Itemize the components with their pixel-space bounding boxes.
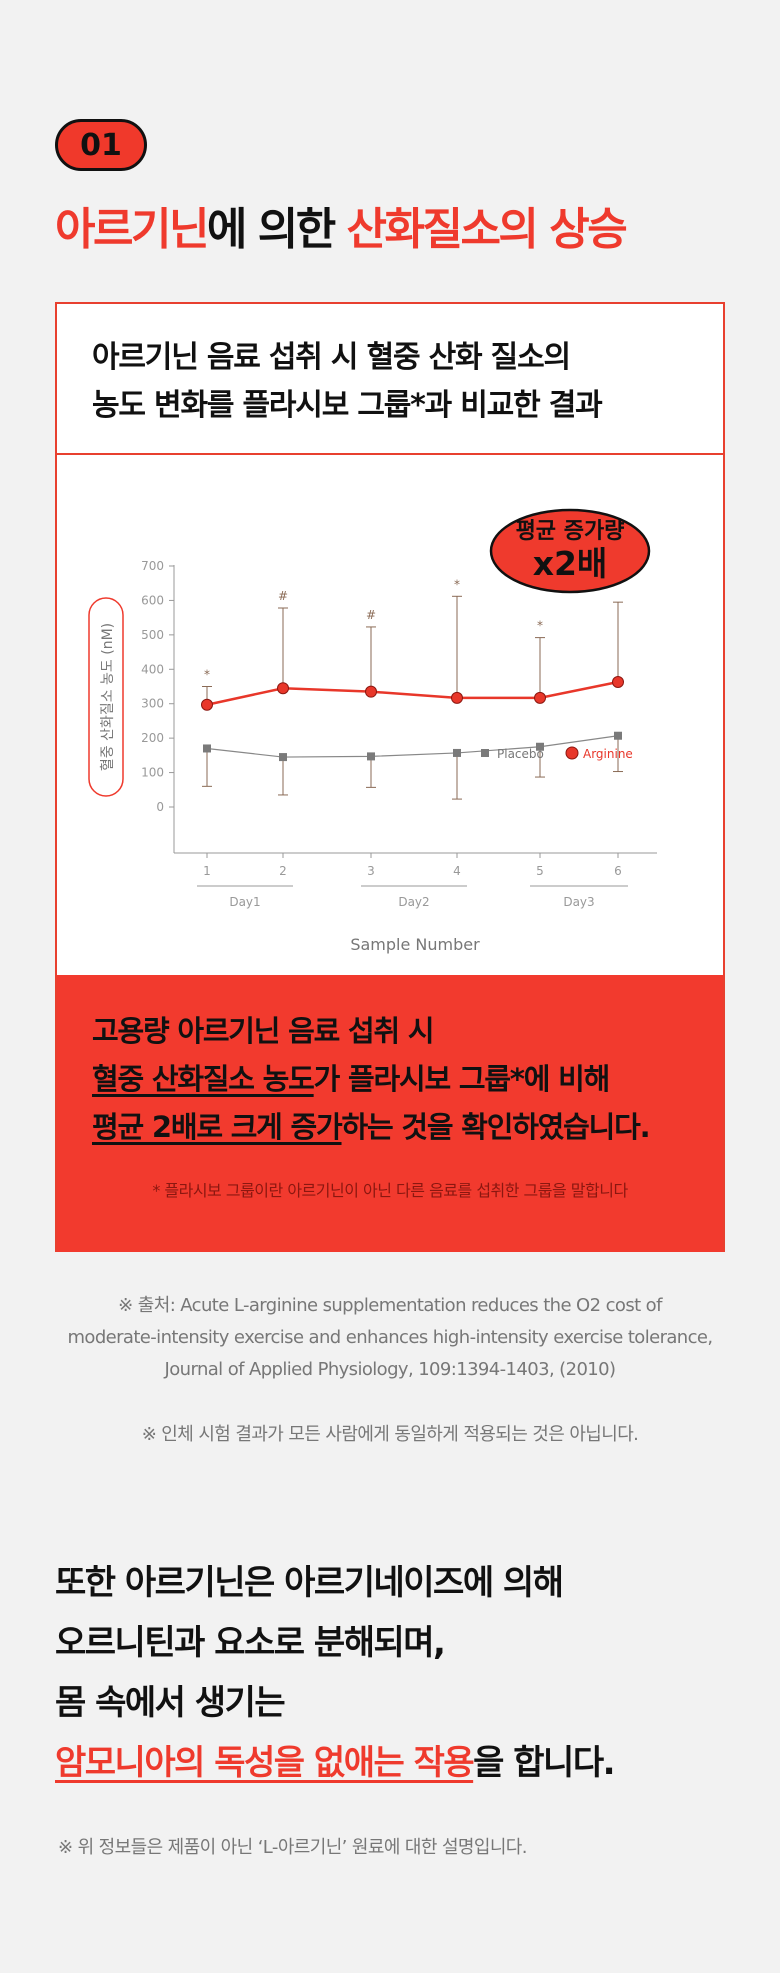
significance-marker: * [204, 668, 210, 682]
data-point-placebo [367, 752, 375, 761]
legend-marker-arginine [565, 746, 579, 760]
data-point-arginine [201, 698, 213, 711]
legend-label-arginine: Arginine [583, 747, 633, 761]
y-axis-label-pill [88, 597, 124, 797]
summary-line3: 평균 2배로 크게 증가하는 것을 확인하였습니다. [92, 1103, 723, 1151]
data-point-arginine [277, 682, 289, 695]
legend-label-placebo: Placebo [497, 747, 544, 761]
y-tick-label: 400 [141, 662, 164, 676]
day-group-label: Day2 [398, 895, 429, 909]
placebo-definition-note: * 플라시보 그룹이란 아르기닌이 아닌 다른 음료를 섭취한 그룹을 말합니다 [152, 1181, 628, 1200]
y-tick-label: 700 [141, 559, 164, 573]
body-line4: 암모니아의 독성을 없애는 작용을 합니다. [55, 1733, 616, 1793]
day-group-label: Day1 [229, 895, 260, 909]
body-line4-rest: 을 합니다. [473, 1743, 615, 1783]
source-line2: moderate-intensity exercise and enhances… [67, 1327, 713, 1348]
data-point-arginine [365, 685, 377, 698]
ingredient-footnote: ※ 위 정보들은 제품이 아닌 ‘L-아르기닌’ 원료에 대한 설명입니다. [58, 1837, 527, 1858]
data-point-arginine [451, 691, 463, 704]
title-highlight-no: 산화질소의 상승 [346, 204, 628, 255]
summary-line1: 고용량 아르기닌 음료 섭취 시 [92, 1014, 435, 1048]
summary-line2-rest: 가 플라시보 그룹*에 비해 [313, 1062, 611, 1096]
y-tick-label: 200 [141, 731, 164, 745]
y-axis-label: 혈중 산화질소 농도 (nM) [100, 623, 116, 771]
y-tick-label: 100 [141, 766, 164, 780]
series-line-arginine [206, 680, 619, 706]
source-citation: ※ 출처: Acute L-arginine supplementation r… [0, 1290, 780, 1386]
source-line1: ※ 출처: Acute L-arginine supplementation r… [118, 1295, 662, 1316]
x-tick-label: 2 [279, 864, 287, 878]
study-result-card: 아르기닌 음료 섭취 시 혈중 산화 질소의 농도 변화를 플라시보 그룹*과 … [55, 302, 725, 1252]
section-title: 아르기닌에 의한 산화질소의 상승 [55, 193, 628, 257]
title-connector: 에 의한 [206, 204, 347, 255]
significance-marker: * [537, 619, 543, 633]
day-group-label: Day3 [563, 895, 594, 909]
result-disclaimer: ※ 인체 시험 결과가 모든 사람에게 동일하게 적용되는 것은 아닙니다. [141, 1424, 639, 1445]
x-tick-label: 5 [536, 864, 544, 878]
data-point-placebo [614, 731, 622, 740]
y-tick-label: 0 [156, 800, 164, 814]
data-point-arginine [534, 691, 546, 704]
body-line1: 또한 아르기닌은 아르기네이즈에 의해 [55, 1563, 564, 1603]
source-line3: Journal of Applied Physiology, 109:1394-… [164, 1359, 617, 1380]
data-point-arginine [612, 676, 624, 689]
average-increase-callout [489, 508, 651, 594]
legend-marker-placebo [481, 749, 489, 757]
summary-line3-rest: 하는 것을 확인하였습니다. [341, 1110, 651, 1144]
y-tick-label: 600 [141, 593, 164, 607]
summary-line2: 혈중 산화질소 농도가 플라시보 그룹*에 비해 [92, 1055, 723, 1103]
data-point-placebo [279, 753, 287, 762]
card-heading: 아르기닌 음료 섭취 시 혈중 산화 질소의 농도 변화를 플라시보 그룹*과 … [57, 304, 723, 455]
summary-highlight-concentration: 혈중 산화질소 농도 [92, 1062, 315, 1096]
data-point-placebo [536, 742, 544, 751]
y-tick-label: 300 [141, 697, 164, 711]
x-tick-label: 1 [203, 864, 211, 878]
title-highlight-arginine: 아르기닌 [55, 204, 209, 255]
ammonia-explanation: 또한 아르기닌은 아르기네이즈에 의해 오르니틴과 요소로 분해되며, 몸 속에… [55, 1553, 616, 1793]
significance-marker: * [454, 577, 460, 591]
body-highlight-ammonia: 암모니아의 독성을 없애는 작용 [55, 1743, 475, 1783]
x-tick-label: 3 [367, 864, 375, 878]
body-line2: 오르니틴과 요소로 분해되며, [55, 1623, 446, 1663]
callout-label: 평균 증가량 [516, 519, 625, 544]
x-tick-label: 6 [614, 864, 622, 878]
summary-box: 고용량 아르기닌 음료 섭취 시 혈중 산화질소 농도가 플라시보 그룹*에 비… [57, 975, 723, 1252]
y-tick-label: 500 [141, 628, 164, 642]
series-line-placebo [206, 735, 619, 758]
card-heading-line2: 농도 변화를 플라시보 그룹*과 비교한 결과 [92, 388, 603, 423]
significance-marker: # [366, 608, 376, 622]
x-tick-label: 4 [453, 864, 461, 878]
data-point-placebo [453, 748, 461, 757]
body-line3: 몸 속에서 생기는 [55, 1683, 286, 1723]
summary-highlight-increase: 평균 2배로 크게 증가 [92, 1110, 343, 1144]
card-heading-line1: 아르기닌 음료 섭취 시 혈중 산화 질소의 [92, 340, 571, 375]
data-point-placebo [203, 744, 211, 753]
callout-value: x2배 [533, 544, 608, 583]
x-axis-label: Sample Number [350, 935, 480, 954]
section-number-badge: 01 [55, 119, 147, 171]
significance-marker: # [278, 589, 288, 603]
